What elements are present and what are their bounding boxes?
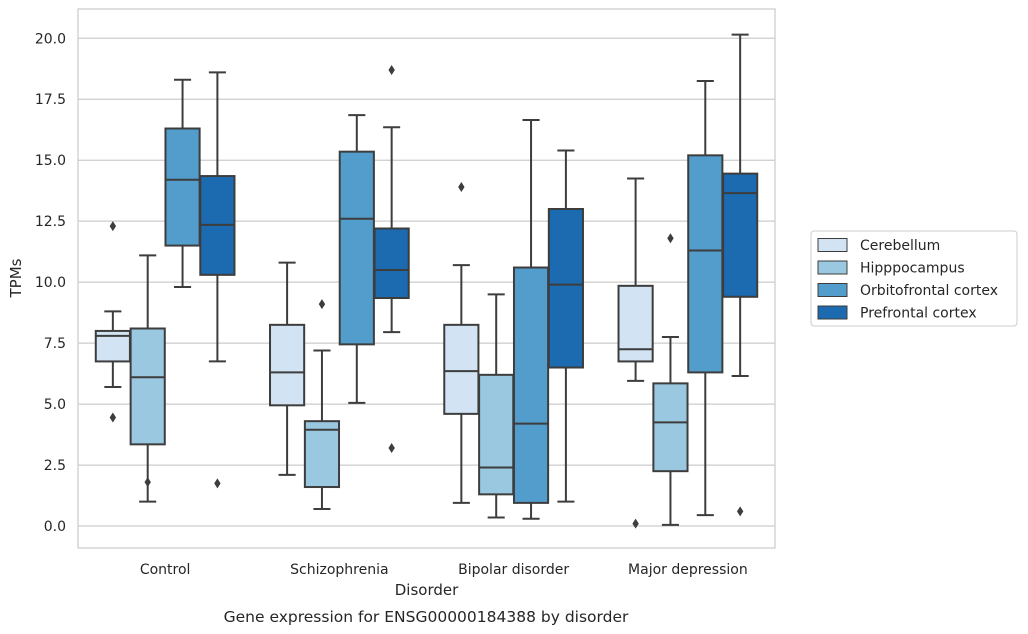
box-element [373, 64, 410, 454]
y-tick-label: 7.5 [44, 336, 66, 352]
y-axis-title: TPMs [7, 258, 25, 298]
legend-swatch [817, 283, 848, 297]
box-element [443, 182, 480, 504]
x-tick-label: Major depression [628, 562, 748, 578]
plot-area-frame [77, 8, 776, 549]
legend: Cerebellum Hipppocampus Orbitofrontal cort… [810, 230, 1018, 327]
y-tick-label: 10.0 [35, 275, 66, 291]
box-element [129, 254, 166, 503]
box-body [164, 127, 201, 247]
legend-swatch [817, 238, 848, 252]
series-group [94, 177, 654, 529]
y-tick-label: 17.5 [35, 92, 66, 108]
outlier-point [109, 221, 117, 232]
box-body [338, 150, 375, 346]
box-body [443, 323, 480, 415]
x-tick-label: Bipolar disorder [458, 562, 569, 578]
box-body [722, 172, 759, 298]
box-element [269, 261, 306, 476]
box-element [338, 114, 375, 404]
y-tick-label: 15.0 [35, 153, 66, 169]
box-element [199, 71, 236, 489]
box-body [687, 154, 724, 374]
legend-label: Prefrontal cortex [860, 306, 977, 322]
series-group [129, 233, 689, 526]
box-body [512, 266, 550, 504]
box-plot-series [94, 33, 759, 529]
legend-label: Hipppocampus [860, 261, 965, 277]
outlier-point [388, 64, 395, 75]
box-element [652, 233, 689, 526]
box-element [164, 78, 201, 289]
outlier-point [667, 233, 674, 244]
legend-frame [810, 230, 1018, 327]
legend-items: Cerebellum Hipppocampus Orbitofrontal cort… [817, 238, 998, 322]
x-tick-label: Schizophrenia [290, 562, 388, 578]
legend-swatch [817, 305, 848, 320]
outlier-point [214, 478, 221, 489]
box-element [687, 79, 724, 517]
box-element [547, 149, 584, 503]
y-tick-label: 2.5 [44, 458, 66, 474]
box-element [478, 293, 515, 519]
box-element [303, 299, 341, 510]
box-body [652, 382, 689, 473]
box-body [478, 373, 515, 496]
legend-label: Cerebellum [860, 238, 940, 254]
series-group [199, 33, 759, 517]
x-axis-ticks: Control Schizophrenia Bipolar disorder Majo… [140, 562, 748, 578]
outlier-point [388, 443, 395, 454]
x-axis-title: Disorder [395, 581, 459, 599]
outlier-point [144, 477, 151, 488]
outlier-point [632, 518, 639, 529]
box-body [373, 227, 410, 300]
box-body [547, 207, 584, 369]
box-body [303, 420, 341, 489]
y-tick-label: 5.0 [44, 397, 66, 413]
chart-caption: Gene expression for ENSG00000184388 by d… [224, 608, 629, 626]
outlier-point [458, 182, 465, 193]
box-element [94, 221, 131, 423]
y-axis-ticks: 0.0 2.5 5.0 7.5 10.0 12.5 15.0 17.5 20.0 [35, 31, 66, 535]
y-tick-label: 0.0 [44, 519, 66, 535]
y-tick-label: 20.0 [35, 31, 66, 47]
legend-swatch [817, 260, 848, 275]
box-element [722, 33, 759, 517]
outlier-point [736, 506, 744, 517]
y-tick-label: 12.5 [35, 214, 66, 230]
box-body [269, 323, 306, 407]
box-element [512, 118, 550, 520]
x-tick-label: Control [140, 562, 191, 578]
series-group [164, 78, 724, 520]
legend-label: Orbitofrontal cortex [860, 283, 998, 299]
box-element [617, 177, 654, 529]
box-body [129, 327, 166, 446]
outlier-point [318, 299, 326, 310]
outlier-point [109, 412, 117, 423]
